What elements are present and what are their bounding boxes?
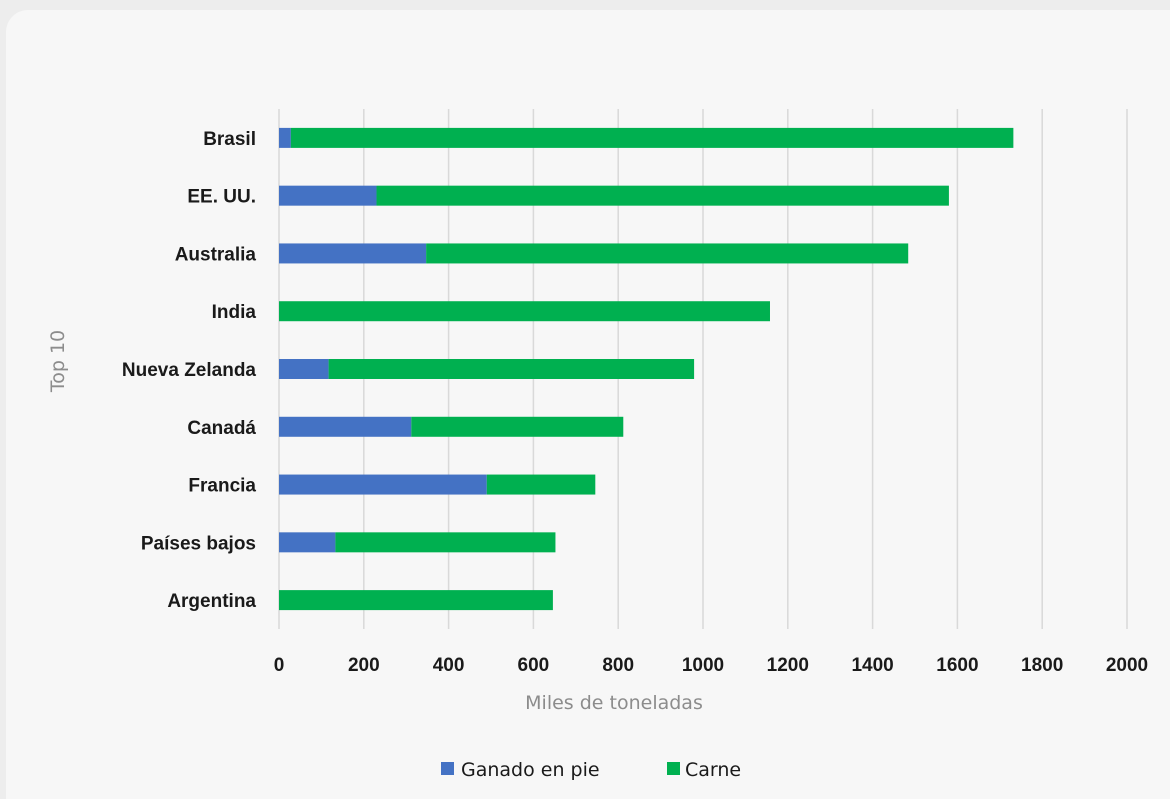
bar-ganado-en-pie <box>279 185 377 206</box>
x-tick-label: 400 <box>433 655 465 676</box>
category-label: India <box>212 302 257 323</box>
x-tick-label: 1600 <box>936 655 978 676</box>
x-tick-label: 600 <box>518 655 550 676</box>
legend-label: Ganado en pie <box>461 759 600 781</box>
bar-ganado-en-pie <box>279 416 412 437</box>
category-labels: Brasil EE. UU. Australia India Nueva Zelanda… <box>122 129 257 612</box>
legend-swatch <box>667 762 680 775</box>
bar-carne <box>411 416 624 437</box>
category-label: Argentina <box>167 591 256 612</box>
bar-carne <box>279 301 770 322</box>
category-label: Francia <box>188 476 256 497</box>
category-label: Canadá <box>187 418 256 439</box>
bar-ganado-en-pie <box>279 127 291 148</box>
x-tick-label: 1400 <box>851 655 893 676</box>
bar-carne <box>335 532 556 553</box>
x-axis-title: Miles de toneladas <box>525 692 703 714</box>
category-label: Nueva Zelanda <box>122 360 257 381</box>
bar-carne <box>426 243 909 264</box>
x-tick-label: 1000 <box>682 655 724 676</box>
bar-ganado-en-pie <box>279 474 487 495</box>
x-tick-label: 800 <box>602 655 634 676</box>
bars <box>279 127 1014 611</box>
bar-carne <box>328 359 695 379</box>
category-label: EE. UU. <box>187 187 256 208</box>
legend-swatch <box>441 762 454 775</box>
legend: Ganado en pie Carne <box>441 759 741 781</box>
category-label: Brasil <box>203 129 256 150</box>
x-tick-label: 200 <box>348 655 380 676</box>
x-tick-label: 1200 <box>767 655 809 676</box>
bar-carne <box>279 590 553 611</box>
bar-carne <box>486 474 596 495</box>
bar-ganado-en-pie <box>279 532 336 553</box>
category-label: Australia <box>175 244 257 265</box>
x-tick-label: 2000 <box>1106 655 1148 676</box>
bar-carne <box>290 127 1014 148</box>
category-label: Países bajos <box>141 533 256 554</box>
x-tick-label: 0 <box>274 655 285 676</box>
x-tick-label: 1800 <box>1021 655 1063 676</box>
bar-ganado-en-pie <box>279 243 427 264</box>
bar-ganado-en-pie <box>279 359 329 379</box>
legend-label: Carne <box>685 759 741 781</box>
bar-carne <box>376 185 949 206</box>
x-tick-labels: 0 200 400 600 800 1000 1200 1400 1600 1800 2000 <box>274 655 1148 676</box>
y-axis-title: Top 10 <box>47 330 69 393</box>
